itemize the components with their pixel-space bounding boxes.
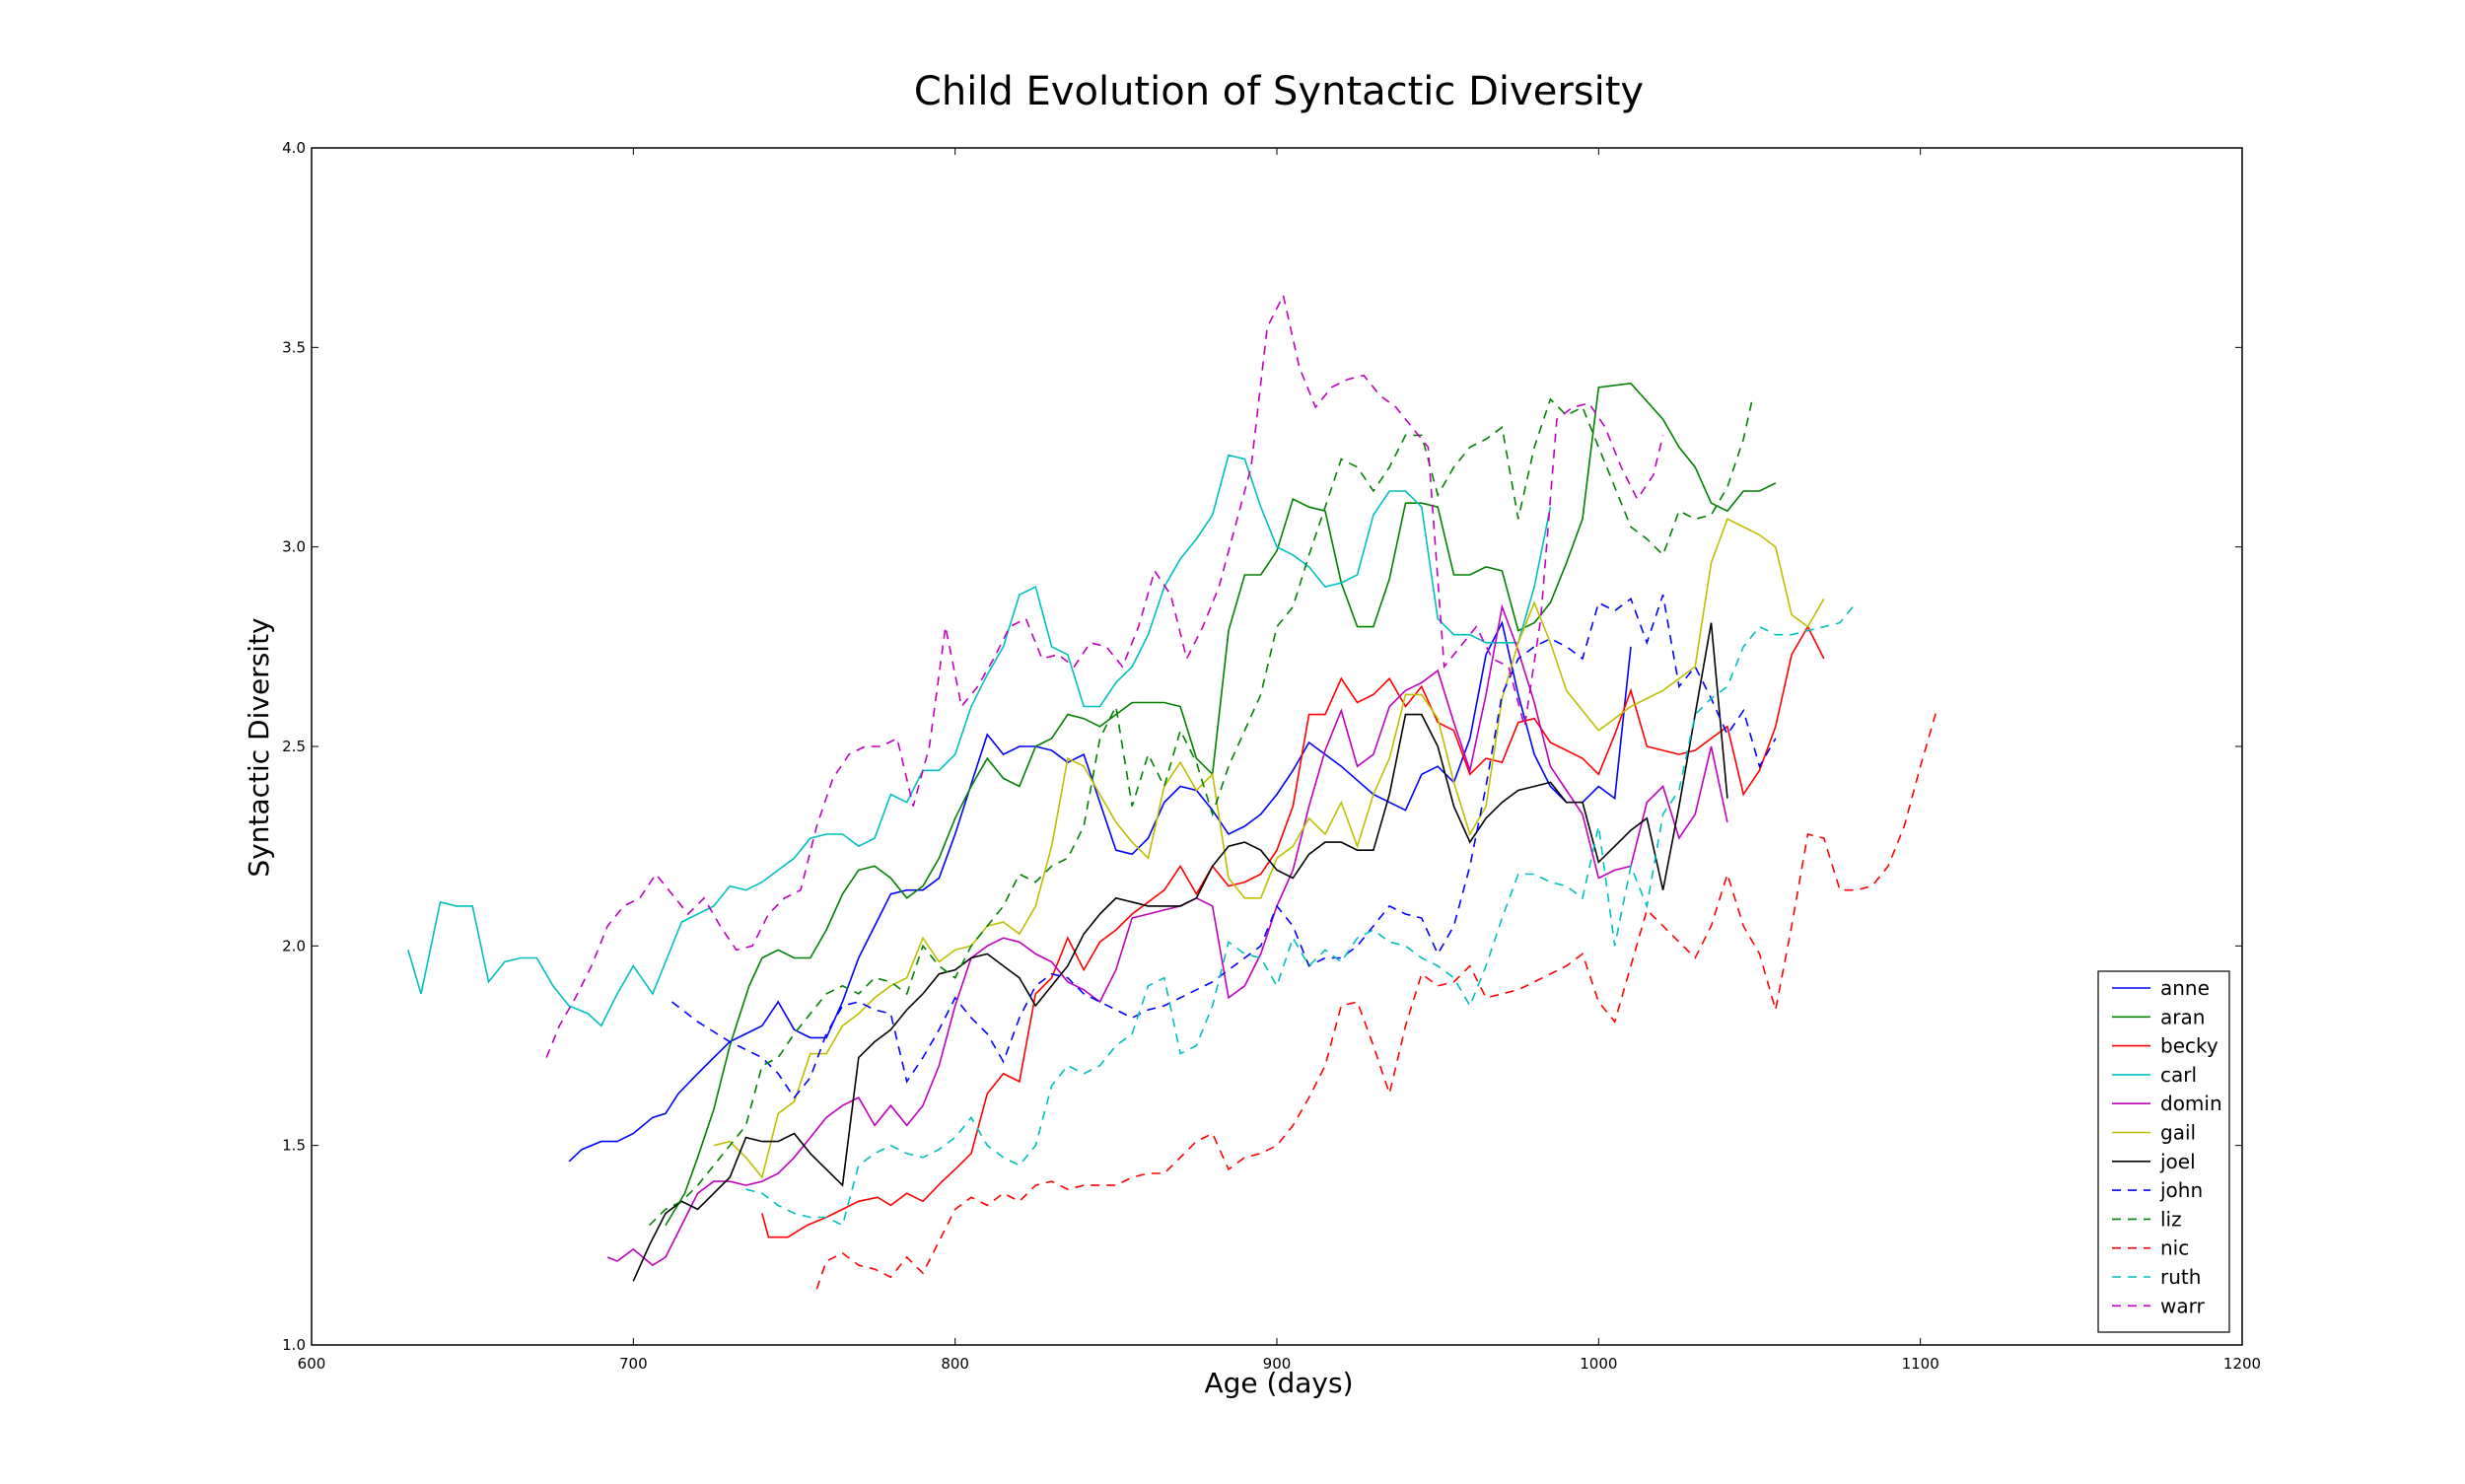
x-tick-label: 1200 [2223,1355,2261,1373]
y-tick-label: 1.5 [282,1137,306,1155]
y-tick-label: 2.5 [282,738,306,755]
axis-ticks: 600 700 800 900 1000 1100 1200 1.0 1.5 2.0 2.5 3.0 3… [282,139,2261,1373]
series-line-nic [815,710,1937,1290]
series-line-ruth [745,601,1858,1227]
x-tick-label: 1100 [1902,1355,1939,1373]
series-line-liz [649,394,1754,1227]
series-line-domin [606,603,1728,1267]
legend-label-liz: liz [2160,1207,2182,1231]
chart-title: Child Evolution of Syntactic Diversity [914,69,1644,114]
legend-label-aran: aran [2160,1005,2205,1028]
series-line-warr [545,293,1664,1058]
x-tick-label: 900 [1263,1355,1292,1373]
plot-area-frame [311,147,2243,1346]
legend-label-domin: domin [2160,1092,2222,1115]
x-tick-label: 800 [941,1355,969,1373]
legend-label-becky: becky [2160,1034,2218,1058]
legend-label-anne: anne [2160,976,2210,1000]
plot-lines [407,293,1937,1290]
series-line-gail [713,518,1825,1179]
legend-label-ruth: ruth [2160,1265,2201,1289]
legend: anne aran becky carl domin gail joel john liz nic… [2097,970,2230,1333]
legend-box [2097,970,2230,1333]
legend-label-nic: nic [2160,1237,2189,1260]
legend-label-john: john [2159,1178,2203,1202]
y-tick-label: 3.5 [282,338,306,356]
x-axis-label: Age (days) [1205,1367,1354,1399]
y-tick-label: 4.0 [282,139,306,157]
series-line-joel [632,622,1728,1282]
x-tick-label: 1000 [1580,1355,1617,1373]
x-tick-label: 700 [619,1355,648,1373]
legend-label-carl: carl [2160,1063,2197,1087]
series-line-aran [665,382,1777,1227]
legend-label-joel: joel [2159,1150,2196,1173]
series-line-john [671,594,1777,1099]
y-axis-label: Syntactic Diversity [243,617,275,877]
y-tick-label: 1.0 [282,1336,306,1354]
y-tick-label: 2.0 [282,937,306,954]
series-line-becky [761,624,1825,1238]
legend-label-gail: gail [2160,1121,2196,1145]
x-tick-label: 600 [298,1355,326,1373]
y-tick-label: 3.0 [282,538,306,556]
series-line-carl [407,454,1552,1027]
legend-label-warr: warr [2160,1294,2205,1317]
